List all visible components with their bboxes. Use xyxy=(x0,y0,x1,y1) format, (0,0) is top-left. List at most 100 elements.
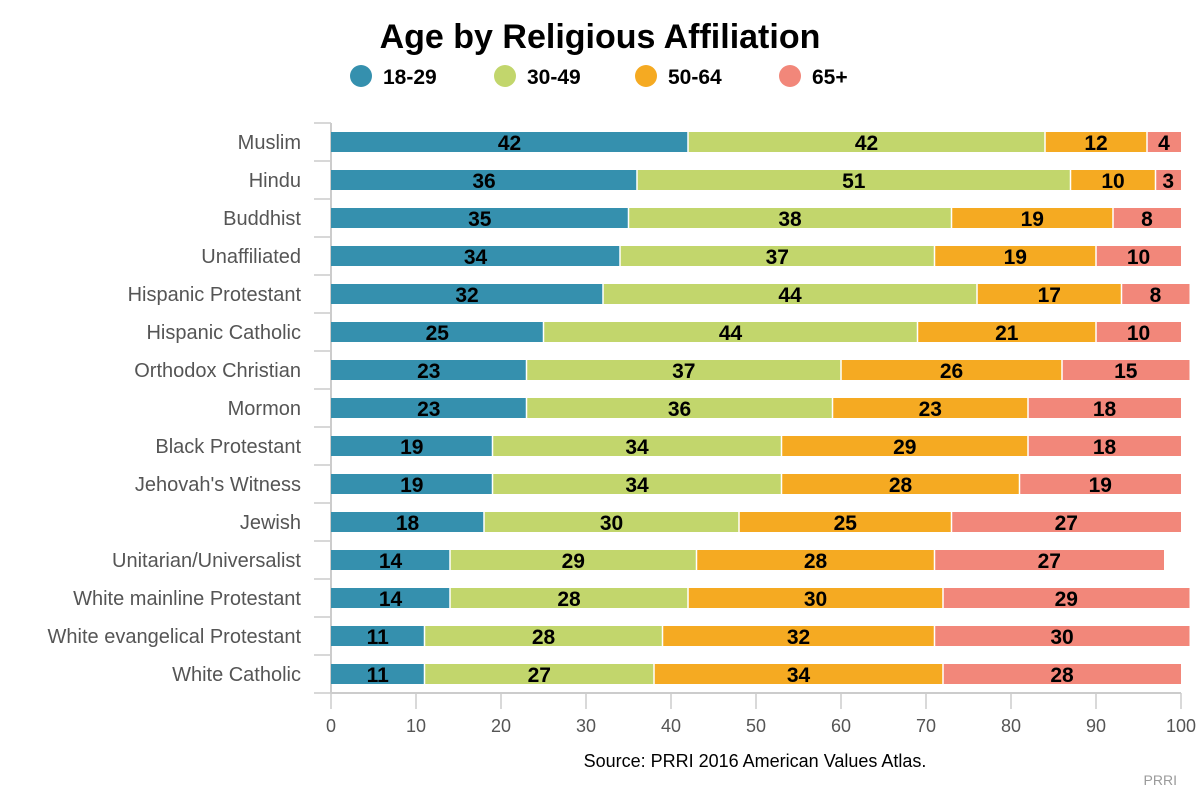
bar-segment-18-29 xyxy=(331,246,620,266)
category-label: Jewish xyxy=(240,512,301,534)
bar-segment-30-49 xyxy=(424,664,654,684)
bar-segment-30-49 xyxy=(637,170,1071,190)
bar-segment-30-49 xyxy=(492,474,782,494)
bar-segment-50-64 xyxy=(696,550,935,570)
bar-segment-18-29 xyxy=(331,436,493,456)
data-label: 38 xyxy=(778,208,802,231)
bar-segment-50-64 xyxy=(688,588,943,608)
legend-swatch-50-64 xyxy=(635,65,657,87)
data-label: 28 xyxy=(557,588,581,611)
data-label: 28 xyxy=(1050,664,1074,687)
bar-segment-30-49 xyxy=(620,246,935,266)
bar-segment-65+ xyxy=(943,664,1181,684)
x-tick-label: 40 xyxy=(661,716,681,736)
data-label: 11 xyxy=(367,626,390,649)
data-label: 42 xyxy=(855,132,878,155)
bar-segment-18-29 xyxy=(331,360,527,380)
x-tick-label: 0 xyxy=(326,716,336,736)
data-label: 19 xyxy=(1089,474,1112,497)
x-tick-label: 90 xyxy=(1086,716,1106,736)
bar-segment-30-49 xyxy=(543,322,918,342)
bar-segment-50-64 xyxy=(781,436,1028,456)
data-label: 30 xyxy=(600,512,623,535)
data-label: 34 xyxy=(787,664,811,687)
x-tick-label: 70 xyxy=(916,716,936,736)
bar-segment-30-49 xyxy=(526,398,833,418)
bar-segment-18-29 xyxy=(331,664,425,684)
bar-segment-30-49 xyxy=(526,360,841,380)
legend: 18-29 30-49 50-64 65+ xyxy=(350,65,848,89)
data-label: 11 xyxy=(367,664,390,687)
data-label: 34 xyxy=(625,474,649,497)
data-label: 15 xyxy=(1114,360,1138,383)
data-label: 23 xyxy=(417,360,440,383)
category-label: Hindu xyxy=(249,170,301,192)
data-label: 10 xyxy=(1127,322,1150,345)
bar-segment-50-64 xyxy=(841,360,1062,380)
bar-segment-18-29 xyxy=(331,588,450,608)
data-label: 8 xyxy=(1150,284,1162,307)
bar-segment-18-29 xyxy=(331,626,425,646)
data-label: 19 xyxy=(400,436,423,459)
data-label: 36 xyxy=(472,170,495,193)
legend-swatch-30-49 xyxy=(494,65,516,87)
bar-segment-65+ xyxy=(943,588,1190,608)
data-label: 3 xyxy=(1162,170,1174,193)
data-label: 23 xyxy=(417,398,440,421)
data-label: 25 xyxy=(834,512,858,535)
bar-segment-50-64 xyxy=(951,208,1113,228)
bar-segment-50-64 xyxy=(832,398,1028,418)
data-label: 21 xyxy=(995,322,1019,345)
source-note: Source: PRRI 2016 American Values Atlas. xyxy=(584,751,927,771)
data-label: 14 xyxy=(379,550,403,573)
bar-segment-50-64 xyxy=(977,284,1122,304)
category-label: Hispanic Protestant xyxy=(128,284,302,306)
bar-segment-18-29 xyxy=(331,550,450,570)
data-label: 23 xyxy=(919,398,942,421)
category-label: Muslim xyxy=(238,132,301,154)
bar-segment-18-29 xyxy=(331,398,527,418)
x-tick-label: 50 xyxy=(746,716,766,736)
data-label: 30 xyxy=(1050,626,1073,649)
data-label: 28 xyxy=(532,626,556,649)
axes: 0 10 20 30 40 50 60 70 80 90 100 xyxy=(314,122,1196,736)
x-tick-label: 80 xyxy=(1001,716,1021,736)
category-label: Mormon xyxy=(228,398,301,420)
bar-segment-65+ xyxy=(1121,284,1190,304)
bar-segment-65+ xyxy=(1062,360,1190,380)
data-label: 29 xyxy=(1055,588,1078,611)
category-label: White mainline Protestant xyxy=(73,588,301,610)
bar-segment-65+ xyxy=(951,512,1181,532)
bar-segment-18-29 xyxy=(331,132,688,152)
category-label: Orthodox Christian xyxy=(134,360,301,382)
category-label: White Catholic xyxy=(172,664,301,686)
bar-segment-50-64 xyxy=(781,474,1020,494)
data-label: 14 xyxy=(379,588,403,611)
category-label: Black Protestant xyxy=(155,436,301,458)
bar-segment-18-29 xyxy=(331,170,637,190)
bars: Muslim Hindu Buddhist Unaffiliated Hispanic … xyxy=(48,132,1190,687)
legend-label-18-29: 18-29 xyxy=(383,66,437,89)
data-label: 44 xyxy=(778,284,802,307)
bar-segment-65+ xyxy=(934,626,1190,646)
bar-segment-65+ xyxy=(1028,398,1181,418)
bar-segment-30-49 xyxy=(484,512,739,532)
legend-swatch-18-29 xyxy=(350,65,372,87)
data-label: 18 xyxy=(1093,436,1117,459)
bar-segment-65+ xyxy=(1019,474,1181,494)
category-label: White evangelical Protestant xyxy=(48,626,302,648)
bar-segment-18-29 xyxy=(331,208,629,228)
data-label: 37 xyxy=(766,246,789,269)
data-label: 28 xyxy=(804,550,828,573)
data-label: 32 xyxy=(455,284,478,307)
category-label: Unaffiliated xyxy=(201,246,301,268)
legend-label-30-49: 30-49 xyxy=(527,66,581,89)
bar-segment-65+ xyxy=(1028,436,1181,456)
category-label: Hispanic Catholic xyxy=(146,322,301,344)
data-label: 29 xyxy=(893,436,916,459)
bar-segment-50-64 xyxy=(654,664,943,684)
bar-segment-30-49 xyxy=(450,550,697,570)
bar-segment-30-49 xyxy=(603,284,977,304)
bar-segment-18-29 xyxy=(331,512,484,532)
